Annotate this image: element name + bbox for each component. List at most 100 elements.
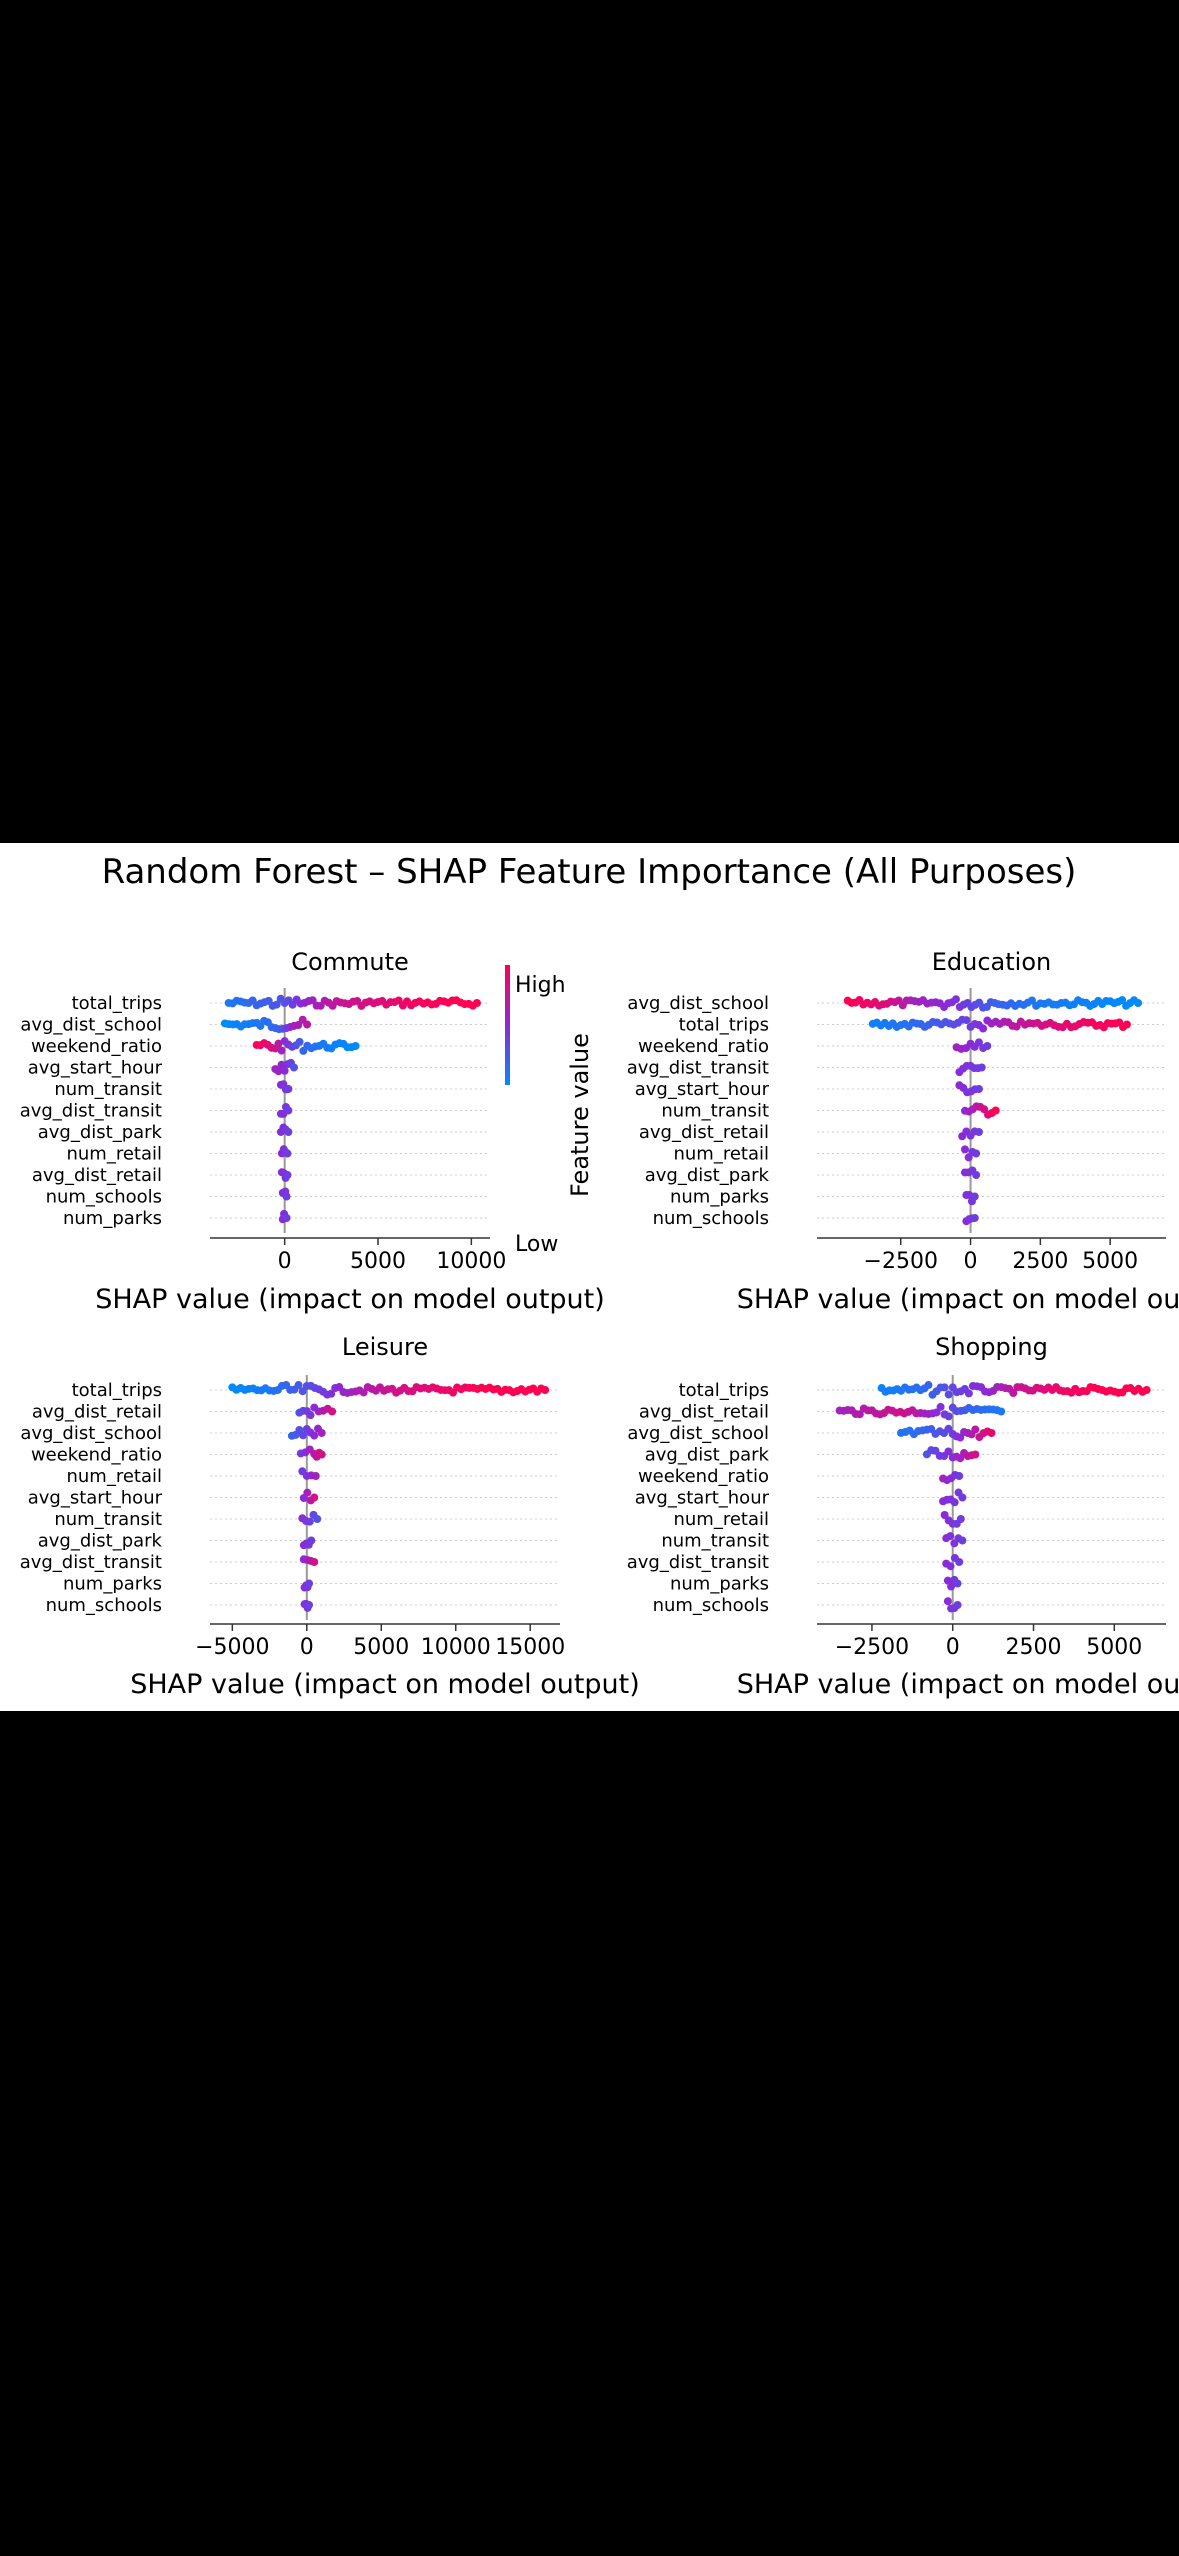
shap-point: [294, 1021, 303, 1030]
x-axis-label: SHAP value (impact on model output): [737, 1669, 1179, 1700]
x-axis-label: SHAP value (impact on model output): [95, 1284, 605, 1315]
shap-point: [997, 1407, 1006, 1416]
shap-point: [328, 1407, 337, 1416]
shap-point: [924, 1381, 933, 1390]
feature-label: avg_dist_transit: [627, 1552, 769, 1573]
shap-point: [987, 1429, 996, 1437]
shap-point: [1142, 1386, 1151, 1394]
colorbar-low-label: Low: [515, 1232, 558, 1257]
feature-label: avg_dist_park: [38, 1122, 163, 1143]
shap-point: [294, 1381, 303, 1390]
x-tick-label: −5000: [195, 1635, 269, 1660]
feature-label: avg_start_hour: [635, 1488, 770, 1509]
shap-point: [972, 1171, 981, 1179]
shap-point: [1134, 999, 1143, 1007]
shap-point: [303, 1020, 312, 1029]
shap-point: [299, 1431, 308, 1440]
shap-point: [946, 1532, 955, 1541]
shap-point: [1009, 1388, 1018, 1397]
feature-label: num_parks: [670, 1187, 769, 1208]
x-tick-label: 5000: [350, 1249, 406, 1274]
shap-point: [946, 1562, 955, 1571]
shap-point: [955, 1472, 964, 1480]
feature-label: num_transit: [661, 1101, 769, 1122]
feature-label: num_parks: [63, 1574, 162, 1595]
feature-label: weekend_ratio: [638, 1466, 769, 1487]
shap-point: [964, 1389, 973, 1398]
panel-title: Shopping: [935, 1333, 1048, 1361]
feature-label: num_retail: [66, 1466, 162, 1487]
panel-commute: Commute total_tripsavg_dist_schoolweekend…: [20, 948, 605, 1315]
feature-label: weekend_ratio: [638, 1036, 769, 1057]
shap-point: [274, 1067, 283, 1076]
x-tick-label: 0: [946, 1635, 960, 1660]
shap-point: [351, 1042, 360, 1050]
feature-label: avg_dist_park: [645, 1165, 770, 1186]
feature-label: num_retail: [66, 1144, 162, 1165]
shap-point: [305, 1579, 314, 1588]
colorbar-high-label: High: [515, 973, 566, 998]
shap-point: [950, 1498, 959, 1507]
shap-point: [305, 1601, 314, 1609]
shap-point: [958, 1493, 967, 1502]
shap-point: [290, 1063, 298, 1072]
x-tick-label: 15000: [495, 1635, 565, 1660]
shap-point: [974, 1038, 983, 1047]
panel-shopping: Shoppingtotal_tripsavg_dist_retailavg_di…: [627, 1333, 1179, 1700]
figure: Random Forest – SHAP Feature Importance …: [0, 843, 1179, 1711]
feature-label: num_transit: [661, 1531, 769, 1552]
feature-label: total_trips: [679, 1380, 769, 1401]
x-tick-label: 5000: [1082, 1249, 1138, 1274]
panel-title: Leisure: [342, 1333, 428, 1361]
feature-label: avg_start_hour: [28, 1488, 163, 1509]
shap-point: [284, 1106, 293, 1115]
x-tick-label: −2500: [835, 1635, 909, 1660]
shap-point: [272, 1000, 281, 1009]
feature-label: total_trips: [679, 1015, 769, 1036]
shap-point: [327, 1389, 336, 1398]
feature-label: avg_dist_transit: [20, 1101, 162, 1122]
panel-education: Education avg_dist_schooltotal_tripsweeke…: [627, 948, 1179, 1315]
shap-point: [295, 1037, 304, 1046]
feature-label: avg_start_hour: [635, 1079, 770, 1100]
x-tick-label: 0: [300, 1635, 314, 1660]
feature-label: num_transit: [54, 1079, 162, 1100]
shap-point: [971, 1450, 980, 1459]
shap-point: [955, 1558, 964, 1566]
feature-label: avg_dist_school: [627, 993, 769, 1014]
shap-point: [958, 1536, 967, 1545]
shap-point: [940, 1383, 949, 1392]
shap-point: [960, 1145, 969, 1154]
x-tick-label: 10000: [421, 1635, 491, 1660]
x-axis-label: SHAP value (impact on model output): [130, 1669, 640, 1700]
shap-point: [472, 999, 481, 1007]
shap-point: [1122, 1020, 1131, 1029]
feature-label: avg_dist_retail: [639, 1122, 769, 1143]
x-tick-label: 5000: [1086, 1635, 1142, 1660]
shap-point: [932, 1408, 941, 1417]
shap-point: [1027, 996, 1036, 1005]
shap-point: [305, 1517, 314, 1526]
shap-point: [317, 1429, 326, 1437]
shap-point: [974, 1128, 983, 1136]
x-tick-label: 0: [964, 1249, 978, 1274]
feature-label: avg_dist_park: [38, 1531, 163, 1552]
feature-label: avg_dist_transit: [627, 1058, 769, 1079]
shap-point: [944, 1412, 953, 1421]
feature-label: avg_dist_retail: [32, 1165, 162, 1186]
feature-label: avg_dist_school: [20, 1015, 162, 1036]
feature-label: num_schools: [46, 1187, 162, 1208]
shap-figure: Random Forest – SHAP Feature Importance …: [20, 852, 1179, 1700]
shap-point: [280, 1066, 289, 1075]
shap-point: [972, 1149, 981, 1158]
colorbar: High Low Feature value: [505, 965, 594, 1257]
panel-title: Education: [932, 948, 1051, 976]
feature-label: num_retail: [673, 1509, 769, 1530]
x-tick-label: 2500: [1006, 1635, 1062, 1660]
figure-title: Random Forest – SHAP Feature Importance …: [102, 852, 1077, 892]
shap-point: [283, 1171, 292, 1179]
feature-label: weekend_ratio: [31, 1445, 162, 1466]
shap-point: [310, 1431, 319, 1440]
shap-point: [284, 1128, 293, 1136]
feature-label: weekend_ratio: [31, 1036, 162, 1057]
